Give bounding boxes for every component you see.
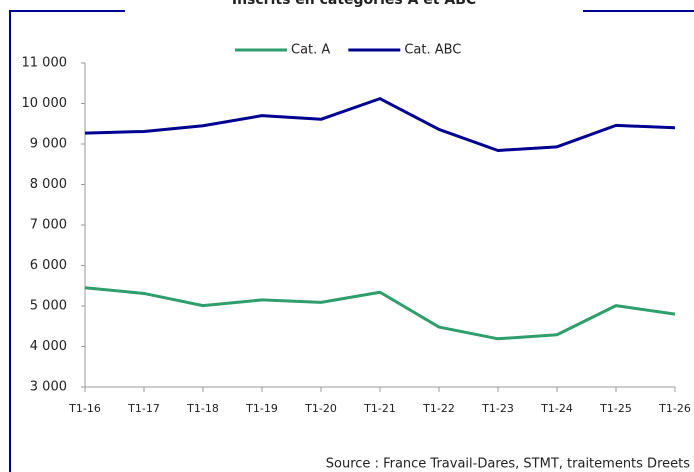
chart-title: Inscrits en catégories A et ABC bbox=[232, 0, 476, 8]
source: Source : France Travail-Dares, STMT, tra… bbox=[326, 457, 690, 472]
y-tick-label: 8 000 bbox=[30, 177, 67, 192]
x-tick-label: T1-19 bbox=[245, 402, 278, 415]
x-tick-label: T1-21 bbox=[363, 402, 396, 415]
x-tick-label: T1-22 bbox=[422, 402, 455, 415]
y-tick-label: 4 000 bbox=[30, 339, 67, 354]
y-tick-label: 9 000 bbox=[30, 137, 67, 152]
y-tick-label: 6 000 bbox=[30, 258, 67, 273]
y-tick-label: 7 000 bbox=[30, 218, 67, 233]
legend-label: Cat. A bbox=[291, 43, 330, 58]
x-tick-label: T1-26 bbox=[658, 402, 691, 415]
x-tick-label: T1-24 bbox=[540, 402, 573, 415]
x-tick-label: T1-18 bbox=[186, 402, 219, 415]
x-tick-label: T1-23 bbox=[481, 402, 514, 415]
legend-label: Cat. ABC bbox=[404, 43, 461, 58]
frame bbox=[9, 10, 694, 472]
y-tick-label: 3 000 bbox=[30, 380, 67, 395]
x-tick-label: T1-25 bbox=[599, 402, 632, 415]
x-tick-label: T1-16 bbox=[68, 402, 101, 415]
x-tick-label: T1-20 bbox=[304, 402, 337, 415]
y-tick-label: 11 000 bbox=[22, 56, 68, 71]
series-line bbox=[84, 97, 676, 152]
y-tick-label: 10 000 bbox=[22, 96, 68, 111]
x-tick-label: T1-17 bbox=[127, 402, 160, 415]
y-tick-label: 5 000 bbox=[30, 299, 67, 314]
series-line bbox=[84, 286, 676, 341]
